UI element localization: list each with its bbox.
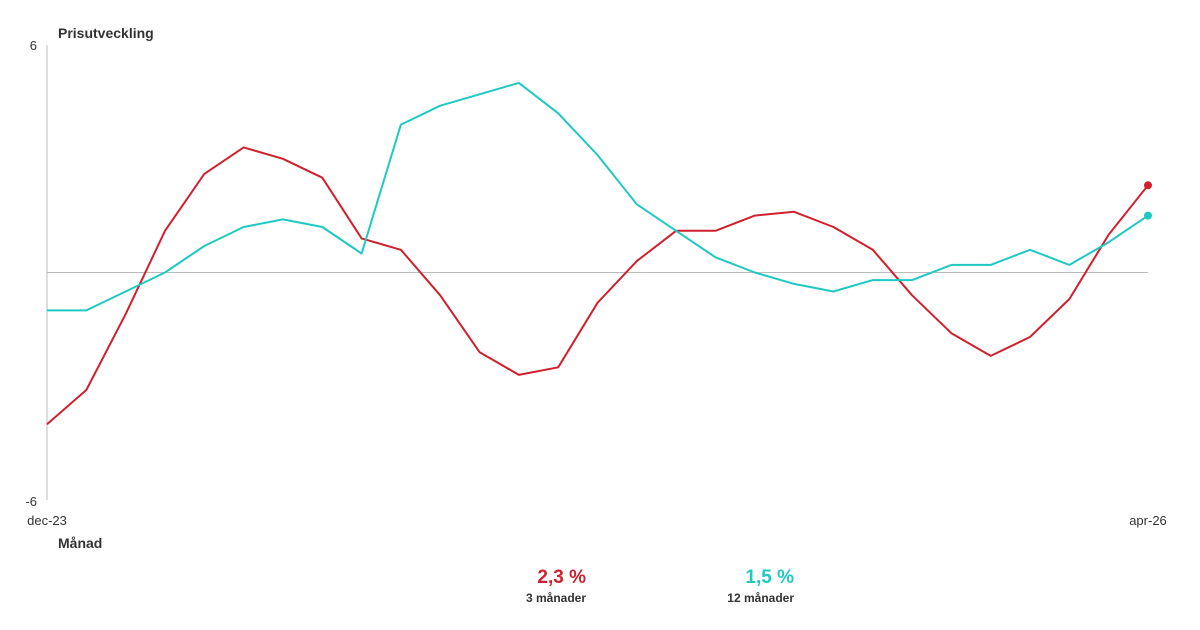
series-layer xyxy=(46,81,1152,425)
x-tick-start: dec-23 xyxy=(27,513,67,528)
legend-item-3-months: 2,3 % 3 månader xyxy=(446,566,586,606)
series-end-marker-3-months xyxy=(1144,181,1152,190)
legend-label-3-months: 3 månader xyxy=(525,591,586,605)
legend-value-3-months: 2,3 % xyxy=(537,567,586,588)
legend-item-12-months: 1,5 % 12 månader xyxy=(654,566,794,606)
y-tick-max: 6 xyxy=(30,38,37,53)
x-axis-title: Månad xyxy=(58,535,102,551)
legend-value-12-months: 1,5 % xyxy=(745,567,794,588)
series-line-12-months xyxy=(47,81,1149,312)
series-line-3-months xyxy=(46,146,1149,425)
y-axis-title: Prisutveckling xyxy=(58,25,154,41)
series-end-marker-12-months xyxy=(1144,211,1152,220)
legend-label-12-months: 12 månader xyxy=(727,591,794,605)
x-tick-end: apr-26 xyxy=(1129,513,1167,528)
y-tick-min: -6 xyxy=(25,494,37,509)
